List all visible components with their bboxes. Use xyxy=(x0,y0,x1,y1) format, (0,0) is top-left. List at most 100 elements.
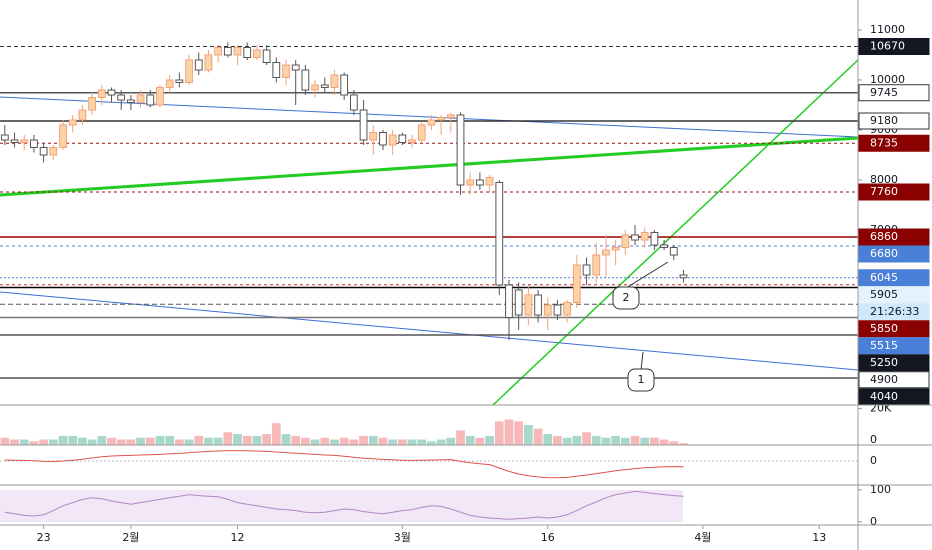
price-level-label-bg xyxy=(858,134,930,152)
volume-bar xyxy=(679,443,688,445)
price-level-label-bg xyxy=(858,112,930,130)
volume-bar xyxy=(562,437,572,445)
volume-bar xyxy=(572,435,582,445)
candle-body xyxy=(563,302,572,316)
candle-body xyxy=(379,132,387,146)
volume-bar xyxy=(533,428,543,445)
volume-bar xyxy=(184,439,194,445)
candle-body xyxy=(495,182,504,286)
volume-bar xyxy=(543,434,553,445)
volume-bar xyxy=(388,439,398,445)
candle-body xyxy=(107,89,116,96)
volume-bar xyxy=(378,437,388,445)
candle-body xyxy=(165,79,174,88)
price-level-label-bg xyxy=(858,286,930,304)
candle-body xyxy=(194,59,203,71)
candle-body xyxy=(359,109,368,141)
trend-line xyxy=(492,59,859,406)
trend-line xyxy=(0,136,859,197)
candle-body xyxy=(223,47,232,56)
volume-bar xyxy=(19,439,29,445)
price-level-label: 9180 xyxy=(870,114,898,127)
price-level-label-bg xyxy=(858,354,930,372)
volume-bar xyxy=(204,437,213,445)
volume-bar xyxy=(174,439,184,445)
candle-body xyxy=(0,134,9,141)
volume-bar xyxy=(591,435,601,445)
price-level-label: 6860 xyxy=(870,230,898,243)
callout-pointer xyxy=(640,351,644,371)
drawings xyxy=(0,59,859,406)
callout-pointer xyxy=(625,261,669,289)
volume-bar xyxy=(145,437,155,445)
y-tick-label: 8000 xyxy=(870,173,898,186)
volume-bar xyxy=(494,421,504,445)
volume-bar xyxy=(107,437,116,445)
candle-body xyxy=(524,294,533,316)
candle-body xyxy=(136,94,145,103)
volume-bar xyxy=(620,437,630,445)
volume-bar xyxy=(650,437,659,445)
volume-bar xyxy=(582,432,591,445)
volume-bar xyxy=(659,439,669,445)
candle-body xyxy=(39,147,48,156)
candle-body xyxy=(272,62,281,78)
candle-body xyxy=(10,139,19,143)
candle-body xyxy=(679,274,688,279)
candle-body xyxy=(437,117,446,121)
x-tick-label: 13 xyxy=(812,531,826,544)
candle-body xyxy=(660,244,668,248)
volume-bar xyxy=(155,435,165,445)
candle-body xyxy=(301,69,310,91)
stoch-tick-label: 100 xyxy=(870,483,891,496)
candle-body xyxy=(243,47,252,58)
price-level-label-bg xyxy=(858,183,930,201)
candle-body xyxy=(611,247,620,251)
price-level-label-bg xyxy=(858,84,930,102)
volume-bar xyxy=(446,437,456,445)
callout-box xyxy=(612,286,640,310)
candle-body xyxy=(49,147,58,156)
candle-body xyxy=(262,49,271,63)
price-level-label-bg xyxy=(858,320,930,338)
candle-body xyxy=(485,177,494,186)
callout-box xyxy=(627,368,655,392)
candle-body xyxy=(117,94,126,101)
volume-bar xyxy=(504,419,514,445)
volume-bar xyxy=(271,423,281,445)
candle-body xyxy=(233,47,242,56)
candle-body xyxy=(553,304,562,316)
volume-bar xyxy=(330,439,339,445)
volume-bar xyxy=(242,435,252,445)
price-level-label-bg xyxy=(858,337,930,355)
candle-body xyxy=(640,232,649,241)
candle-body xyxy=(466,179,475,186)
candle-body xyxy=(592,254,601,276)
candle-body xyxy=(650,232,659,246)
x-tick-label: 23 xyxy=(37,531,51,544)
volume-bar xyxy=(281,434,291,445)
x-tick-label: 4월 xyxy=(694,531,711,544)
volume-tick-label: 20K xyxy=(870,402,892,415)
x-tick-label: 3월 xyxy=(394,531,411,544)
callout-label: 1 xyxy=(638,373,645,386)
macd-tick-label: 0 xyxy=(870,454,877,467)
stoch-tick-label: 0 xyxy=(870,515,877,528)
volume-bar xyxy=(262,434,271,445)
candle-body xyxy=(320,84,329,88)
candle-body xyxy=(572,264,581,303)
volume-bar xyxy=(611,435,620,445)
price-level-label: 8735 xyxy=(870,136,898,149)
volume-bar xyxy=(233,434,242,445)
candle-body xyxy=(456,114,465,186)
volume-bar xyxy=(475,437,485,445)
volume-bar xyxy=(397,439,407,445)
candle-body xyxy=(427,119,436,126)
volume-bar xyxy=(136,437,145,445)
candle-body xyxy=(330,74,339,88)
volume-bar xyxy=(320,437,330,445)
candle-body xyxy=(175,79,184,83)
callout-label: 2 xyxy=(623,291,630,304)
